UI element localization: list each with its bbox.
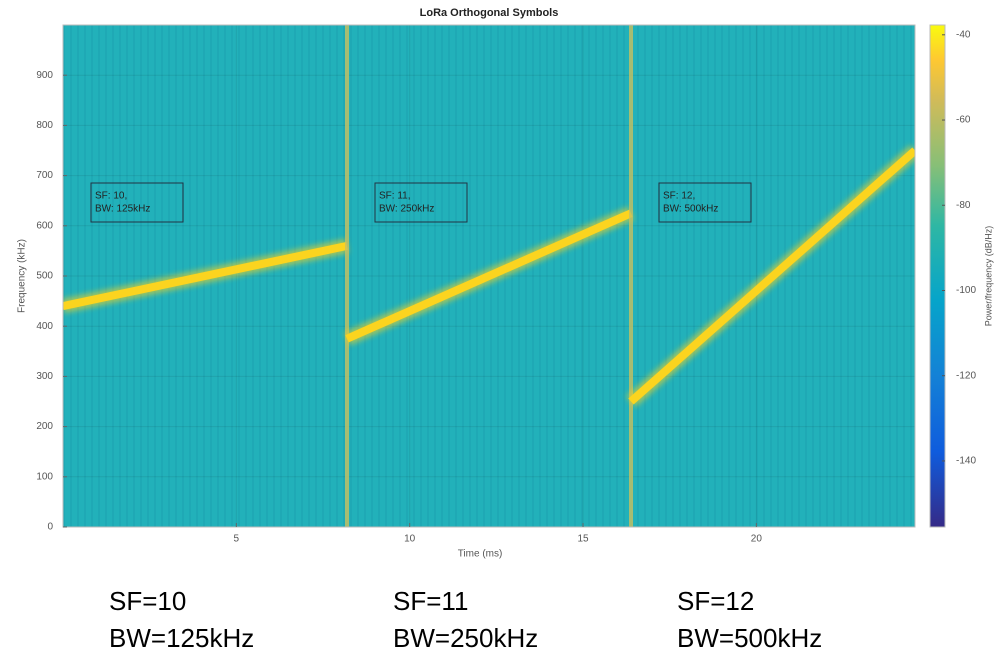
annotation-text: SF: 12, xyxy=(663,191,695,202)
y-tick-label: 0 xyxy=(47,522,53,533)
annotation-text: BW: 250kHz xyxy=(379,204,434,215)
y-tick-label: 300 xyxy=(36,371,53,382)
caption: BW=125kHz xyxy=(109,623,254,653)
y-tick-label: 200 xyxy=(36,421,53,432)
annotation-box xyxy=(658,182,752,223)
annotation-box xyxy=(374,182,468,223)
colorbar-tick-label: -120 xyxy=(956,370,976,381)
x-tick-label: 15 xyxy=(577,534,589,545)
y-tick-label: 400 xyxy=(36,321,53,332)
chirp xyxy=(628,147,915,405)
annotation-text: SF: 11, xyxy=(379,191,411,202)
annotation-text: SF: 10, xyxy=(95,191,127,202)
colorbar-tick-label: -140 xyxy=(956,456,976,467)
colorbar xyxy=(929,24,946,528)
chart-title: LoRa Orthogonal Symbols xyxy=(420,7,559,19)
chirp xyxy=(63,241,348,311)
colorbar-label: Power/frequency (dB/Hz) xyxy=(983,226,993,327)
plot-area xyxy=(63,25,915,527)
caption: BW=500kHz xyxy=(677,623,822,653)
y-tick-label: 800 xyxy=(36,120,53,131)
y-axis-label: Frequency (kHz) xyxy=(17,239,28,313)
y-tick-label: 700 xyxy=(36,170,53,181)
caption: SF=10 xyxy=(109,586,186,616)
x-tick-label: 10 xyxy=(404,534,416,545)
x-axis-label: Time (ms) xyxy=(458,549,503,560)
x-tick-label: 20 xyxy=(751,534,763,545)
y-tick-label: 500 xyxy=(36,271,53,282)
annotation-box xyxy=(90,182,184,223)
caption: SF=11 xyxy=(393,586,468,616)
colorbar-tick-label: -100 xyxy=(956,285,976,296)
colorbar-tick-label: -80 xyxy=(956,200,971,211)
colorbar-tick-label: -40 xyxy=(956,29,971,40)
annotation-text: BW: 125kHz xyxy=(95,204,150,215)
colorbar-tick-label: -60 xyxy=(956,115,971,126)
y-tick-label: 600 xyxy=(36,220,53,231)
chirp xyxy=(345,209,633,343)
y-tick-label: 100 xyxy=(36,471,53,482)
annotation-text: BW: 500kHz xyxy=(663,204,718,215)
y-tick-label: 900 xyxy=(36,70,53,81)
caption: SF=12 xyxy=(677,586,754,616)
x-tick-label: 5 xyxy=(234,534,240,545)
caption: BW=250kHz xyxy=(393,623,538,653)
